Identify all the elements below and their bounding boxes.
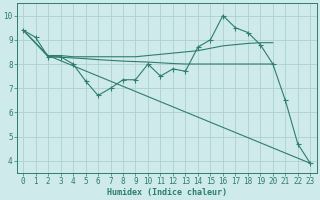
X-axis label: Humidex (Indice chaleur): Humidex (Indice chaleur) (107, 188, 227, 197)
